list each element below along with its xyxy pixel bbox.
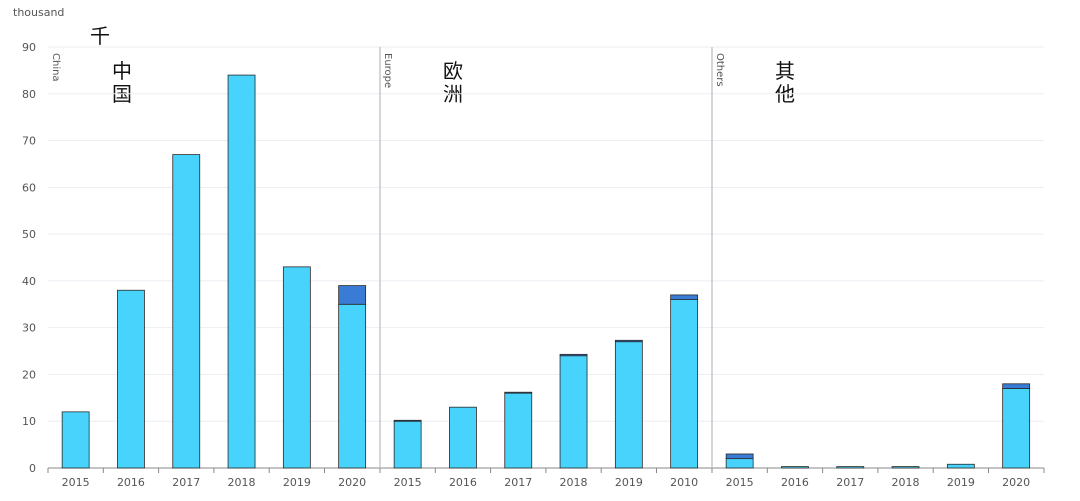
bar-europe-2019 bbox=[614, 341, 643, 469]
bar-china-2015 bbox=[61, 411, 90, 469]
x-tick-label: 2016 bbox=[449, 476, 477, 489]
bar-others-2017 bbox=[836, 466, 865, 469]
y-tick-label: 80 bbox=[22, 88, 36, 101]
bar-europe-2016 bbox=[449, 406, 477, 469]
bar-china-2017 bbox=[172, 154, 201, 469]
x-tick-label: 2018 bbox=[228, 476, 256, 489]
x-tick-label: 2018 bbox=[892, 476, 920, 489]
bar-others-2020-top bbox=[1002, 383, 1031, 389]
y-tick-label: 20 bbox=[22, 368, 36, 381]
bar-europe-2010 bbox=[670, 299, 699, 469]
bar-china-2019 bbox=[282, 266, 311, 469]
x-tick-label: 2020 bbox=[1002, 476, 1030, 489]
x-tick-label: 2015 bbox=[394, 476, 422, 489]
x-tick-label: 2019 bbox=[947, 476, 975, 489]
y-tick-label: 60 bbox=[22, 181, 36, 194]
bar-others-2016 bbox=[781, 466, 809, 469]
y-tick-label: 30 bbox=[22, 322, 36, 335]
x-tick-label: 2017 bbox=[504, 476, 532, 489]
y-axis-unit-label: thousand bbox=[13, 6, 65, 19]
bar-europe-2018 bbox=[559, 355, 588, 469]
x-tick-label: 2015 bbox=[62, 476, 90, 489]
bar-others-2015-top bbox=[725, 453, 754, 460]
y-tick-label: 90 bbox=[22, 41, 36, 54]
y-tick-label: 70 bbox=[22, 135, 36, 148]
bar-others-2019 bbox=[946, 463, 975, 469]
x-tick-label: 2019 bbox=[615, 476, 643, 489]
x-tick-label: 2018 bbox=[560, 476, 588, 489]
y-axis-unit-cjk-label: 千 bbox=[90, 24, 110, 48]
y-tick-label: 50 bbox=[22, 228, 36, 241]
panel-label-china: China bbox=[50, 53, 61, 82]
bar-europe-2015-top bbox=[393, 419, 422, 422]
bar-china-2020 bbox=[338, 303, 367, 469]
panel-label-others: Others bbox=[714, 53, 725, 87]
x-tick-label: 2010 bbox=[670, 476, 698, 489]
bar-europe-2017-top bbox=[504, 391, 533, 394]
panel-label-europe: Europe bbox=[382, 53, 393, 88]
bar-others-2018 bbox=[891, 466, 920, 469]
y-tick-label: 40 bbox=[22, 275, 36, 288]
x-tick-label: 2017 bbox=[172, 476, 200, 489]
bar-europe-2017 bbox=[504, 392, 533, 469]
bar-europe-2018-top bbox=[559, 353, 588, 357]
x-tick-label: 2016 bbox=[781, 476, 809, 489]
y-tick-label: 0 bbox=[29, 462, 36, 475]
bar-china-2018 bbox=[227, 74, 256, 469]
bar-europe-2019-top bbox=[614, 339, 643, 343]
bar-china-2020-top bbox=[338, 285, 367, 305]
bar-europe-2010-top bbox=[670, 294, 699, 300]
bar-others-2020 bbox=[1002, 388, 1031, 469]
bar-china-2016 bbox=[117, 289, 145, 469]
y-tick-label: 10 bbox=[22, 415, 36, 428]
x-tick-label: 2020 bbox=[338, 476, 366, 489]
x-tick-label: 2019 bbox=[283, 476, 311, 489]
x-tick-label: 2015 bbox=[726, 476, 754, 489]
bar-others-2015 bbox=[725, 458, 754, 469]
x-tick-label: 2016 bbox=[117, 476, 145, 489]
x-tick-label: 2017 bbox=[836, 476, 864, 489]
bar-europe-2015 bbox=[393, 420, 422, 469]
